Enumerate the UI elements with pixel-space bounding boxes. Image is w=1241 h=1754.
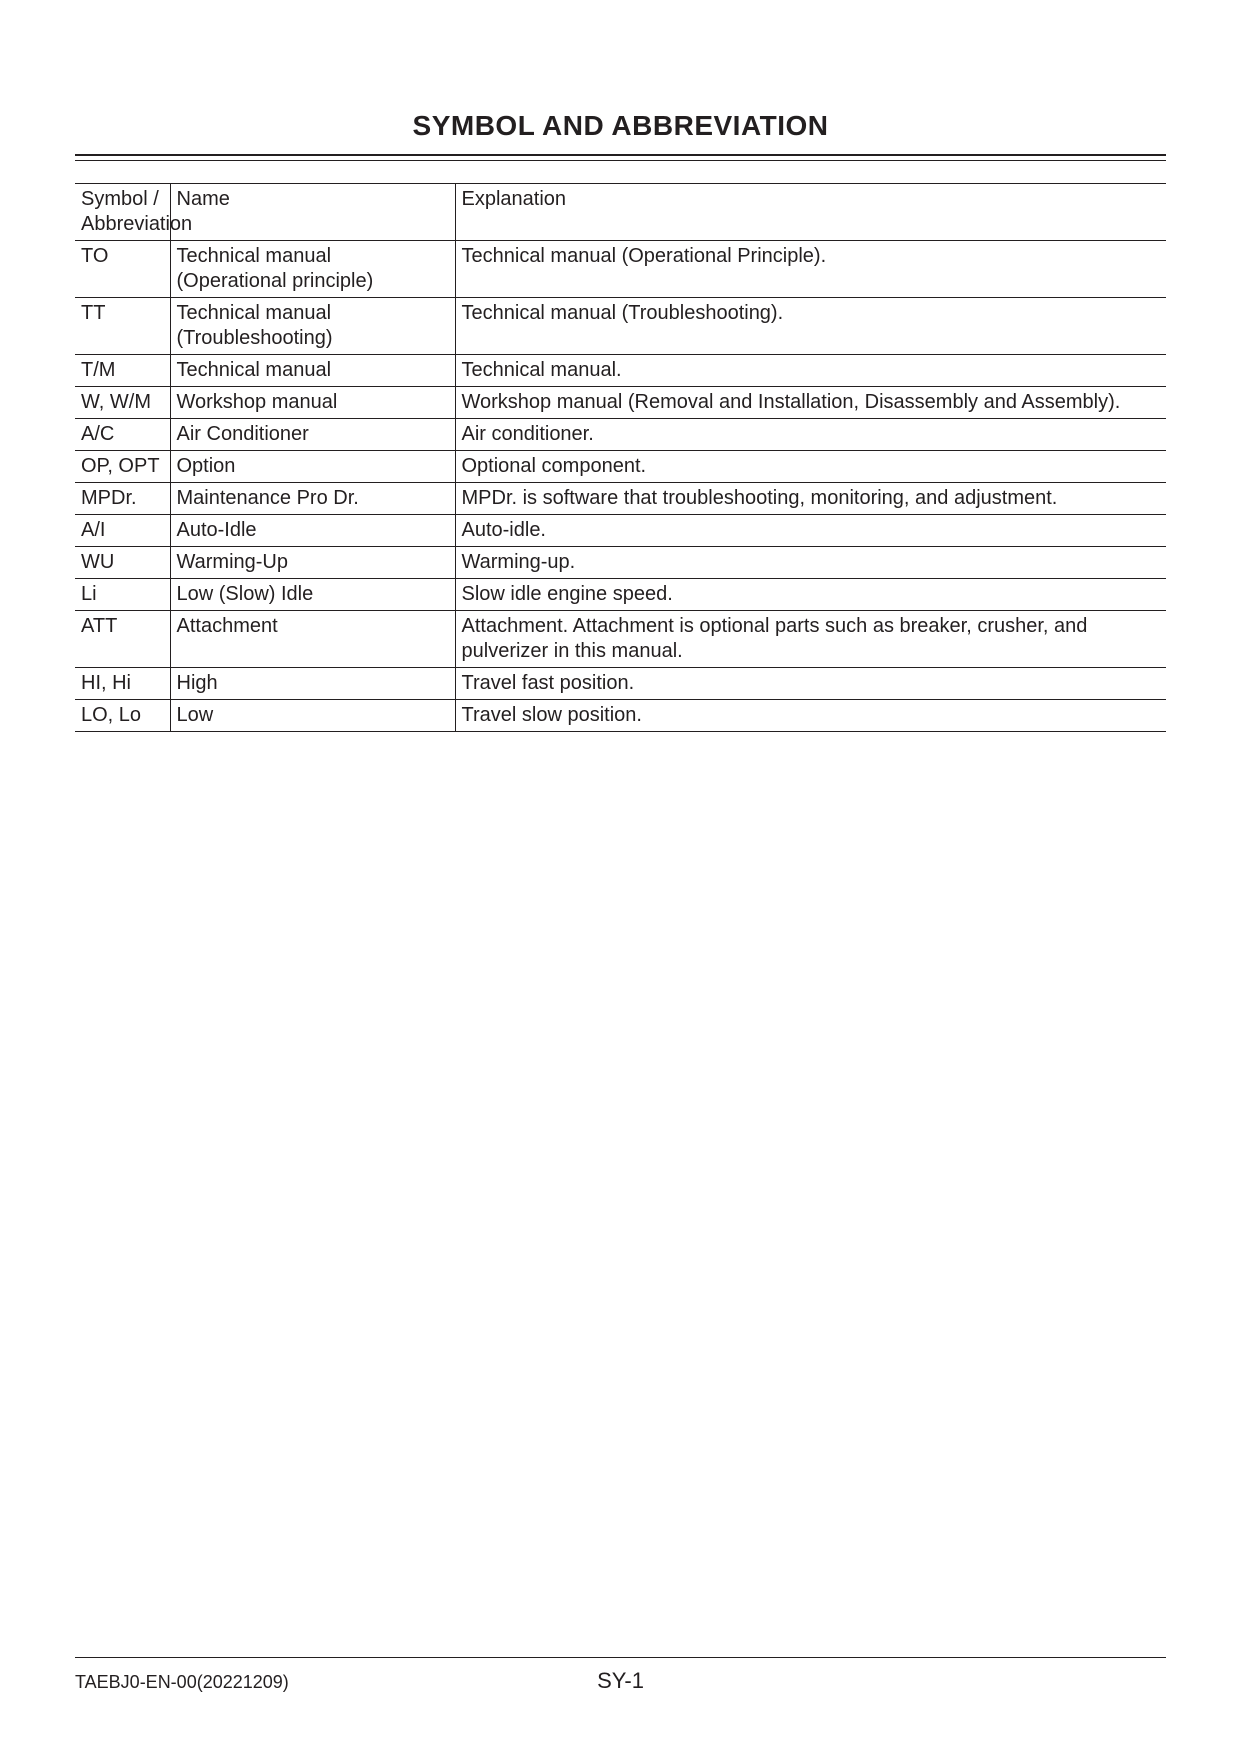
cell-name: Workshop manual — [170, 387, 455, 419]
abbreviation-table: Symbol / Abbreviation Name Explanation T… — [75, 183, 1166, 732]
page-title: SYMBOL AND ABBREVIATION — [75, 110, 1166, 142]
cell-name: Option — [170, 451, 455, 483]
cell-symbol: T/M — [75, 355, 170, 387]
cell-name: Attachment — [170, 611, 455, 668]
table-row: A/CAir ConditionerAir conditioner. — [75, 419, 1166, 451]
col-header-explanation: Explanation — [455, 184, 1166, 241]
cell-name: Auto-Idle — [170, 515, 455, 547]
table-row: A/IAuto-IdleAuto-idle. — [75, 515, 1166, 547]
cell-name: Low — [170, 700, 455, 732]
table-row: WUWarming-UpWarming-up. — [75, 547, 1166, 579]
cell-explanation: Auto-idle. — [455, 515, 1166, 547]
footer-page-number: SY-1 — [597, 1668, 644, 1694]
table-row: ATTAttachmentAttachment. Attachment is o… — [75, 611, 1166, 668]
cell-explanation: Travel slow position. — [455, 700, 1166, 732]
table-row: HI, HiHighTravel fast position. — [75, 668, 1166, 700]
cell-explanation: Travel fast position. — [455, 668, 1166, 700]
cell-name: Technical manual (Operational principle) — [170, 241, 455, 298]
table-row: T/MTechnical manualTechnical manual. — [75, 355, 1166, 387]
cell-symbol: ATT — [75, 611, 170, 668]
table-row: TTTechnical manual (Troubleshooting)Tech… — [75, 298, 1166, 355]
cell-symbol: LO, Lo — [75, 700, 170, 732]
cell-explanation: Technical manual (Troubleshooting). — [455, 298, 1166, 355]
cell-symbol: A/C — [75, 419, 170, 451]
table-row: W, W/MWorkshop manualWorkshop manual (Re… — [75, 387, 1166, 419]
cell-explanation: Slow idle engine speed. — [455, 579, 1166, 611]
cell-explanation: Attachment. Attachment is optional parts… — [455, 611, 1166, 668]
table-row: TOTechnical manual (Operational principl… — [75, 241, 1166, 298]
footer-doc-id: TAEBJ0-EN-00(20221209) — [75, 1672, 597, 1693]
col-header-name: Name — [170, 184, 455, 241]
cell-name: Technical manual (Troubleshooting) — [170, 298, 455, 355]
cell-symbol: TT — [75, 298, 170, 355]
footer-divider — [75, 1657, 1166, 1658]
cell-symbol: MPDr. — [75, 483, 170, 515]
cell-name: Maintenance Pro Dr. — [170, 483, 455, 515]
cell-symbol: OP, OPT — [75, 451, 170, 483]
col-header-symbol: Symbol / Abbreviation — [75, 184, 170, 241]
cell-symbol: TO — [75, 241, 170, 298]
cell-explanation: Workshop manual (Removal and Installatio… — [455, 387, 1166, 419]
table-body: TOTechnical manual (Operational principl… — [75, 241, 1166, 732]
cell-symbol: Li — [75, 579, 170, 611]
page-footer: TAEBJ0-EN-00(20221209) SY-1 — [75, 1668, 1166, 1694]
cell-explanation: MPDr. is software that troubleshooting, … — [455, 483, 1166, 515]
table-row: OP, OPTOptionOptional component. — [75, 451, 1166, 483]
cell-symbol: A/I — [75, 515, 170, 547]
cell-name: Technical manual — [170, 355, 455, 387]
cell-symbol: HI, Hi — [75, 668, 170, 700]
table-row: LiLow (Slow) IdleSlow idle engine speed. — [75, 579, 1166, 611]
cell-name: Warming-Up — [170, 547, 455, 579]
table-row: MPDr.Maintenance Pro Dr.MPDr. is softwar… — [75, 483, 1166, 515]
cell-explanation: Optional component. — [455, 451, 1166, 483]
cell-explanation: Air conditioner. — [455, 419, 1166, 451]
cell-explanation: Warming-up. — [455, 547, 1166, 579]
cell-explanation: Technical manual. — [455, 355, 1166, 387]
table-row: LO, LoLowTravel slow position. — [75, 700, 1166, 732]
cell-name: Air Conditioner — [170, 419, 455, 451]
cell-name: High — [170, 668, 455, 700]
cell-explanation: Technical manual (Operational Principle)… — [455, 241, 1166, 298]
table-header-row: Symbol / Abbreviation Name Explanation — [75, 184, 1166, 241]
cell-name: Low (Slow) Idle — [170, 579, 455, 611]
cell-symbol: W, W/M — [75, 387, 170, 419]
title-divider — [75, 154, 1166, 161]
cell-symbol: WU — [75, 547, 170, 579]
